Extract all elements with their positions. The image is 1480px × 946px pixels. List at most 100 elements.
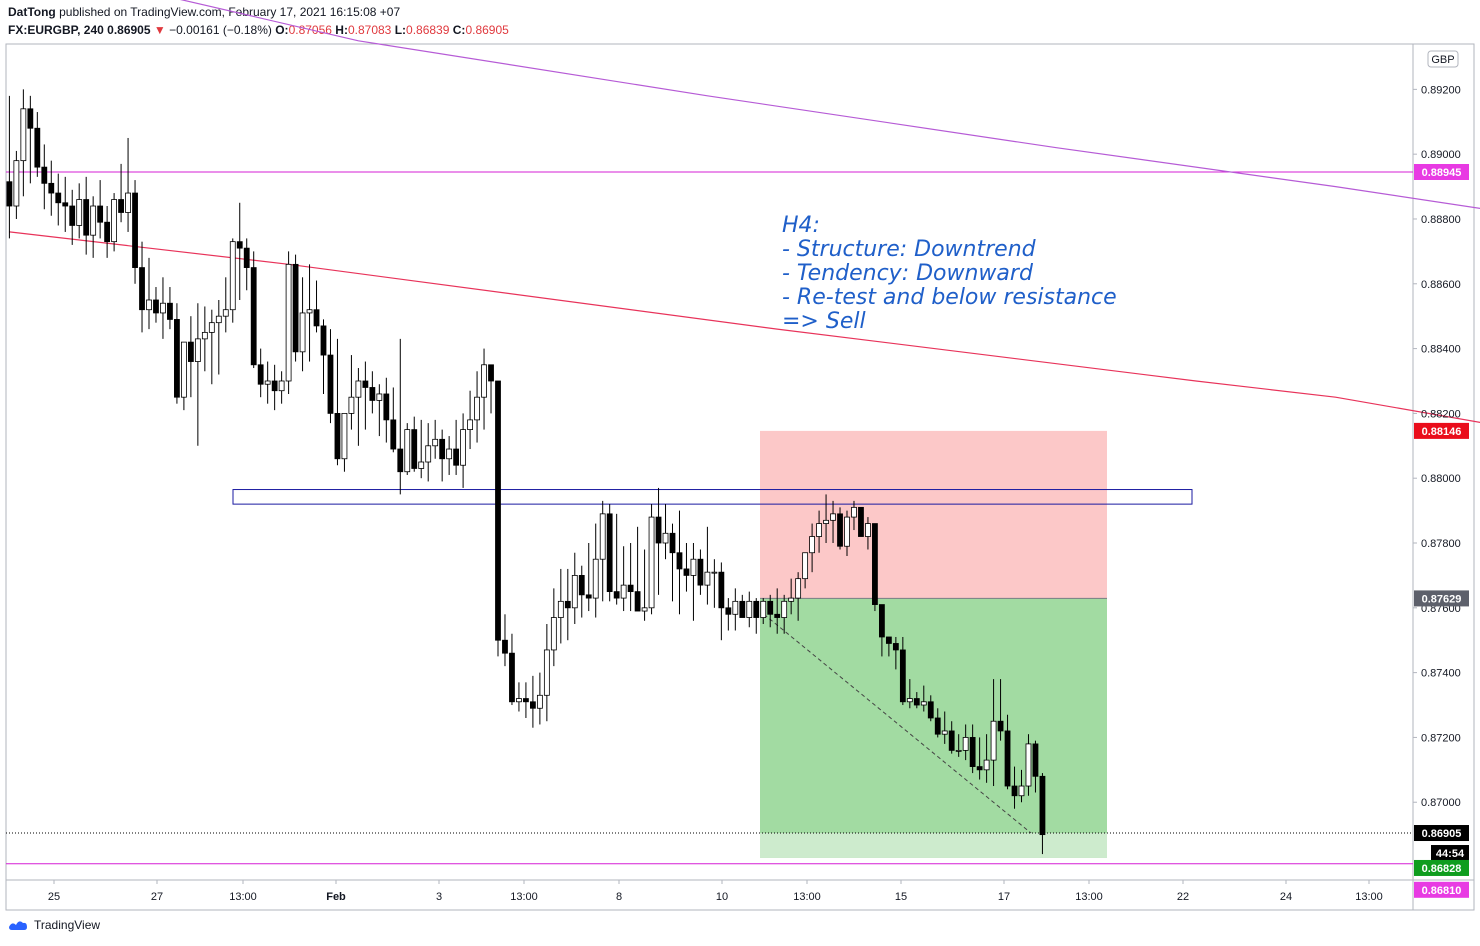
high-value: 0.87083	[347, 23, 392, 37]
candle-down	[774, 613, 781, 618]
price-tick-label: 0.87000	[1421, 797, 1461, 809]
stop-loss-zone[interactable]	[760, 430, 1107, 599]
analysis-annotation[interactable]: H4: - Structure: Downtrend - Tendency: Dow…	[782, 213, 1117, 334]
position-path-line	[763, 613, 1032, 834]
candle-down	[676, 552, 683, 570]
candle-up	[662, 532, 669, 544]
candle-up	[732, 600, 739, 615]
time-tick-label: 25	[48, 891, 60, 903]
candle-down	[767, 600, 774, 615]
last-price: 0.86905	[107, 23, 151, 37]
candle-up	[215, 315, 222, 324]
candle-down	[83, 199, 90, 236]
currency-badge[interactable]	[1427, 50, 1459, 68]
open-label: O:	[275, 23, 289, 37]
candle-down	[564, 600, 571, 609]
candle-up	[299, 312, 306, 353]
time-tick-label: Feb	[326, 891, 346, 903]
candle-up	[641, 607, 648, 612]
price-label-bg	[1414, 422, 1469, 439]
take-profit-zone[interactable]	[760, 598, 1107, 858]
price-axis[interactable]: 0.89200 0.89000 0.88800 0.88600 0.88400 0.882…	[1413, 50, 1469, 898]
candle-up	[229, 241, 236, 311]
time-axis[interactable]: 25 27 13:00 Feb 3 13:00 8 10 13:00 15 17 13:00 22 24 1…	[48, 880, 1383, 903]
candle-down	[934, 717, 941, 735]
price-tick-label: 0.87400	[1421, 668, 1461, 680]
candle-up	[355, 380, 362, 398]
price-tick-label: 0.88400	[1421, 344, 1461, 356]
candle-down	[411, 429, 418, 469]
candle-down	[627, 584, 634, 593]
candle-up	[341, 412, 348, 460]
candle-down	[271, 380, 278, 392]
price-tick-label: 0.88800	[1421, 214, 1461, 226]
candle-up	[376, 393, 383, 401]
candle-up	[425, 445, 432, 463]
resistance-zone[interactable]	[232, 489, 1193, 505]
candle-down	[369, 387, 376, 401]
price-tick-label: 0.88000	[1421, 473, 1461, 485]
close-value: 0.86905	[465, 23, 509, 37]
price-label-bg	[1414, 590, 1469, 607]
candle-down	[453, 448, 460, 466]
candle-up	[746, 600, 753, 618]
close-label: C:	[452, 23, 466, 37]
candle-down	[41, 166, 48, 184]
annotation-text[interactable]: H4: - Structure: Downtrend - Tendency: Dow…	[782, 213, 1117, 334]
position-zones[interactable]	[760, 430, 1107, 858]
low-label: L:	[394, 23, 407, 37]
candle-down	[1011, 785, 1018, 797]
candle-down	[739, 600, 746, 618]
candle-up	[844, 516, 850, 547]
price-label-bg	[1431, 845, 1469, 862]
candle-up	[781, 600, 788, 618]
slow-moving-average-line	[179, 0, 1480, 209]
candle-down	[523, 698, 529, 703]
tradingview-logo-icon	[9, 921, 27, 930]
candle-down	[104, 221, 111, 243]
symbol-info: FX:EURGBP, 240 0.86905 ▼ −0.00161 (−0.18…	[8, 23, 509, 37]
candle-up	[1018, 785, 1025, 797]
brand-name: TradingView	[34, 918, 101, 932]
drawn-lines[interactable]	[6, 171, 1413, 865]
candle-down	[613, 591, 620, 599]
candle-down	[683, 568, 690, 576]
time-tick-label: 24	[1280, 891, 1292, 903]
candle-down	[885, 636, 892, 644]
chart-frame	[5, 43, 1475, 911]
candle-up	[481, 364, 487, 398]
candle-down	[55, 192, 62, 204]
fast-moving-average-line	[9, 231, 1480, 423]
candle-up	[125, 192, 131, 213]
candle-down	[969, 737, 976, 767]
candle-up	[962, 737, 969, 751]
candle-up	[550, 617, 557, 651]
candle-up	[599, 513, 606, 560]
candle-down	[6, 181, 13, 207]
time-tick-label: 22	[1177, 891, 1189, 903]
candle-down	[488, 364, 494, 382]
annotation-line: - Structure: Downtrend	[782, 237, 1037, 262]
candle-up	[194, 338, 201, 362]
candle-up	[208, 322, 215, 333]
author-name: DatTong	[8, 5, 56, 19]
candle-down	[585, 594, 592, 599]
candle-down	[1039, 775, 1046, 836]
candle-down	[292, 263, 299, 353]
candle-down	[118, 199, 124, 213]
price-label: 0.88146	[1422, 426, 1462, 438]
low-value: 0.86839	[406, 23, 450, 37]
candle-down	[174, 319, 180, 398]
price-label: 0.87629	[1422, 593, 1462, 605]
annotation-line: => Sell	[782, 309, 866, 334]
candle-down	[509, 652, 515, 703]
candle-up	[795, 578, 802, 599]
candle-down	[390, 419, 397, 450]
candle-up	[418, 461, 425, 469]
candle-up	[704, 571, 711, 586]
candle-up	[467, 419, 473, 430]
candle-down	[439, 438, 446, 460]
candle-down	[1004, 730, 1011, 787]
candle-up	[955, 749, 962, 752]
